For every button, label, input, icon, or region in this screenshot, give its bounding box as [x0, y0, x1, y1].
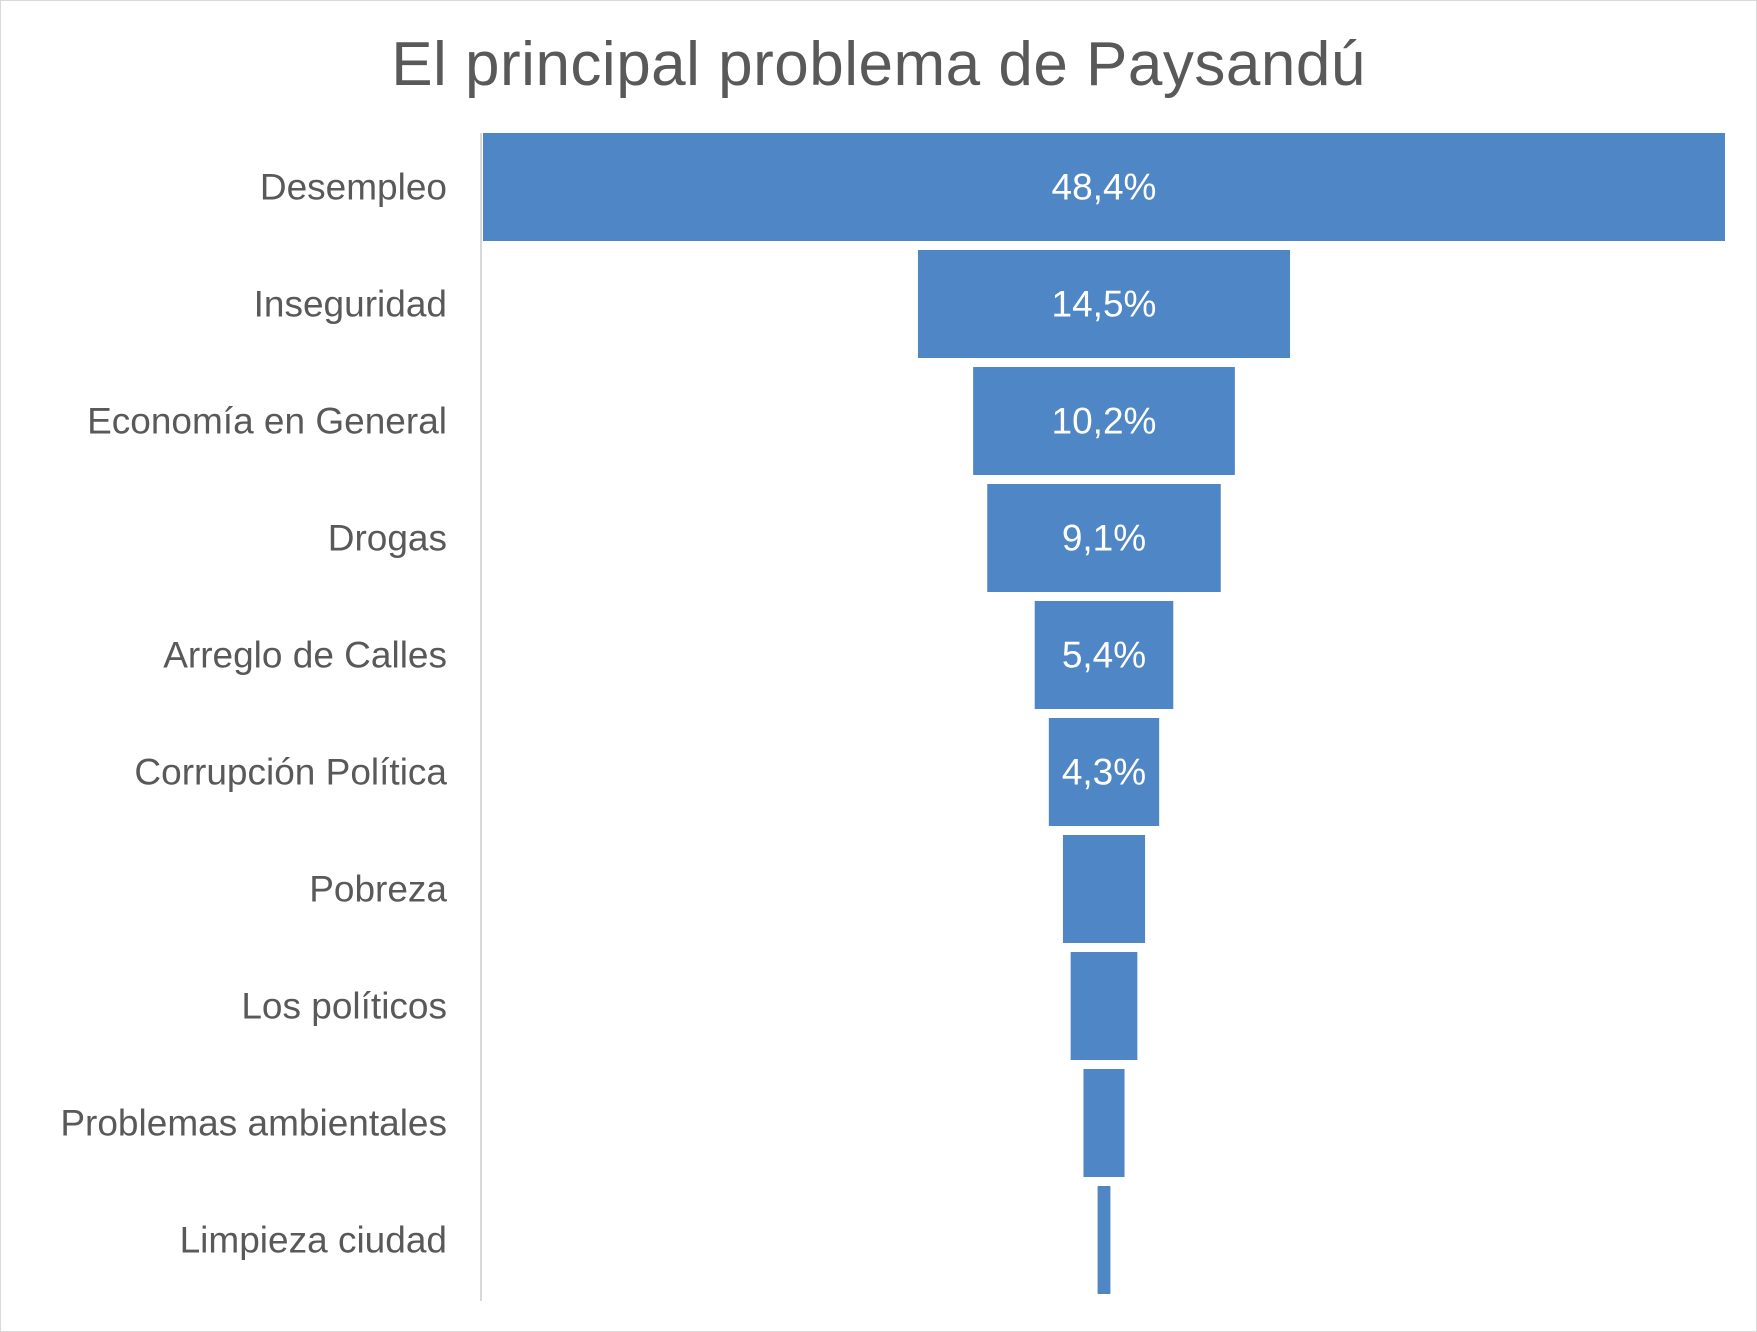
data-label: 14,5% [1052, 284, 1157, 325]
funnel-bar [483, 133, 1725, 241]
funnel-bar [1083, 1069, 1125, 1177]
funnel-bar [917, 250, 1291, 358]
category-label: Inseguridad [254, 284, 447, 325]
category-label: Los políticos [241, 986, 447, 1027]
data-label: 10,2% [1052, 401, 1157, 442]
funnel-bar [1048, 718, 1160, 826]
funnel-bar [1062, 835, 1146, 943]
category-label: Drogas [328, 518, 447, 559]
category-label: Limpieza ciudad [180, 1220, 447, 1261]
data-label: 4,3% [1062, 752, 1146, 793]
chart-title: El principal problema de Paysandú [391, 30, 1366, 99]
funnel-bar [1097, 1186, 1111, 1294]
category-label: Desempleo [260, 167, 447, 208]
funnel-bar [1034, 601, 1174, 709]
data-label: 5,4% [1062, 635, 1146, 676]
category-label: Problemas ambientales [60, 1103, 447, 1144]
data-label: 9,1% [1062, 518, 1146, 559]
funnel-bar [987, 484, 1221, 592]
data-label: 48,4% [1052, 167, 1157, 208]
category-label: Economía en General [87, 401, 447, 442]
category-label: Corrupción Política [134, 752, 447, 793]
funnel-bar [973, 367, 1235, 475]
category-label: Pobreza [309, 869, 447, 910]
category-label: Arreglo de Calles [163, 635, 447, 676]
funnel-bar [1070, 952, 1138, 1060]
